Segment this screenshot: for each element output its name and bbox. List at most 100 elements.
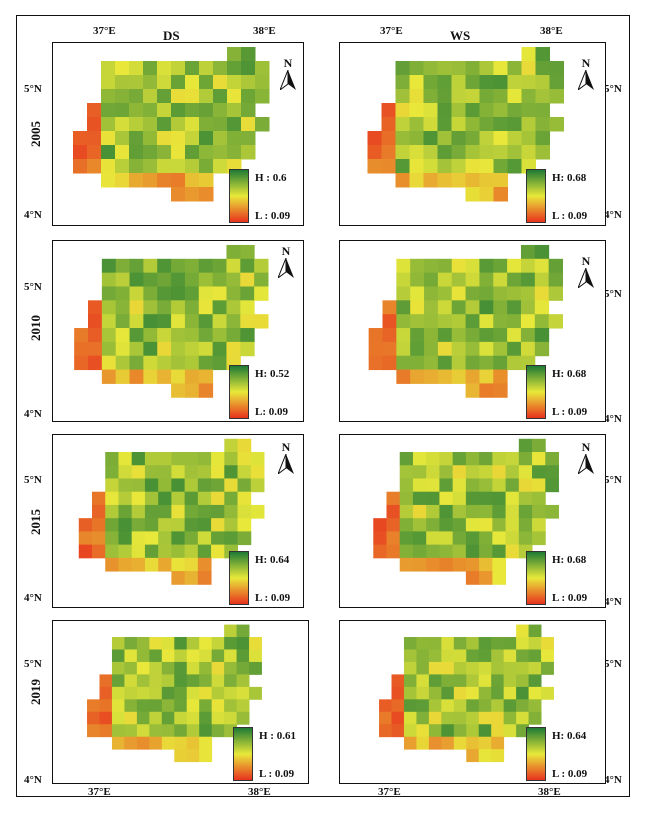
map-cell xyxy=(226,300,241,315)
choropleth-map xyxy=(379,624,554,763)
map-cell xyxy=(144,465,159,479)
map-cell xyxy=(118,557,133,572)
map-cell xyxy=(479,518,493,532)
map-cell xyxy=(478,649,492,663)
map-cell xyxy=(241,47,256,62)
map-cell xyxy=(534,286,550,301)
map-cell xyxy=(424,272,439,287)
map-cell xyxy=(391,699,405,713)
map-cell xyxy=(479,145,494,160)
map-cell xyxy=(391,674,405,688)
map-cell xyxy=(111,736,125,750)
map-cell xyxy=(184,478,199,493)
map-cell xyxy=(518,518,533,532)
map-cell xyxy=(466,711,480,725)
map-cell xyxy=(465,131,480,146)
north-arrow-icon xyxy=(278,258,294,278)
map-cell xyxy=(437,89,452,104)
top-lon-38-left: 38°E xyxy=(253,25,276,37)
map-cell xyxy=(197,504,212,519)
map-cell xyxy=(101,369,117,384)
map-cell xyxy=(416,637,430,650)
map-cell xyxy=(157,159,172,174)
map-cell xyxy=(437,131,452,146)
map-cell xyxy=(227,145,242,160)
map-cell xyxy=(131,465,146,479)
map-cell xyxy=(199,145,214,160)
map-cell xyxy=(174,686,188,700)
map-cell xyxy=(382,355,397,371)
map-cell xyxy=(129,355,144,371)
map-cell xyxy=(479,355,494,371)
map-cell xyxy=(240,258,255,274)
map-cell xyxy=(520,286,536,301)
map-cell xyxy=(185,89,200,104)
map-cell xyxy=(491,637,505,650)
map-cell xyxy=(367,131,382,146)
map-cell xyxy=(186,749,200,763)
map-cell xyxy=(136,711,150,725)
map-cell xyxy=(493,187,508,202)
map-cell xyxy=(129,328,144,343)
map-cell xyxy=(149,661,163,675)
map-cell xyxy=(423,145,438,160)
map-cell xyxy=(528,674,542,688)
map-cell xyxy=(409,103,424,118)
map-cell xyxy=(479,61,494,76)
north-arrow: N xyxy=(575,57,597,91)
map-cell xyxy=(395,145,410,160)
map-cell xyxy=(199,699,213,713)
map-cell xyxy=(184,557,199,572)
map-cell xyxy=(111,686,125,700)
map-cell xyxy=(395,159,410,174)
map-cell xyxy=(492,491,507,506)
map-cell xyxy=(101,75,116,90)
map-cell xyxy=(452,504,467,519)
map-cell xyxy=(129,173,144,188)
map-cell xyxy=(124,686,138,700)
map-cell xyxy=(437,341,453,357)
map-cell xyxy=(368,355,383,371)
map-cell xyxy=(478,674,492,688)
map-cell xyxy=(129,145,144,160)
map-cell xyxy=(101,286,117,301)
map-cell xyxy=(143,300,158,315)
map-cell xyxy=(535,75,550,90)
map-cell xyxy=(528,649,542,663)
map-cell xyxy=(237,478,252,493)
map-cell xyxy=(111,699,125,713)
map-cell xyxy=(143,145,158,160)
map-cell xyxy=(213,117,228,132)
map-cell xyxy=(143,272,158,287)
map-cell xyxy=(507,103,522,118)
map-cell xyxy=(424,258,439,274)
map-cell xyxy=(423,131,438,146)
map-cell xyxy=(532,531,546,546)
map-cell xyxy=(129,103,144,118)
map-cell xyxy=(174,649,188,663)
map-cell xyxy=(492,452,507,466)
map-cell xyxy=(161,736,175,750)
map-cell xyxy=(396,272,411,287)
map-cell xyxy=(224,531,239,546)
map-cell xyxy=(255,117,270,132)
map-cell xyxy=(399,491,414,506)
map-cell xyxy=(412,478,427,493)
map-cell xyxy=(453,649,467,663)
map-cell xyxy=(479,341,494,357)
map-cell xyxy=(143,75,158,90)
map-cell xyxy=(395,89,410,104)
map-cell xyxy=(399,544,414,559)
map-cell xyxy=(424,341,439,357)
map-cell xyxy=(465,89,480,104)
map-cell xyxy=(161,637,175,650)
map-cell xyxy=(412,531,427,546)
map-cell xyxy=(149,711,163,725)
map-cell xyxy=(518,452,533,466)
north-arrow-icon xyxy=(280,70,296,90)
map-cell xyxy=(452,557,467,572)
map-cell xyxy=(424,355,439,371)
map-cell xyxy=(224,699,238,713)
map-cell xyxy=(403,711,417,725)
map-cell xyxy=(211,661,225,675)
